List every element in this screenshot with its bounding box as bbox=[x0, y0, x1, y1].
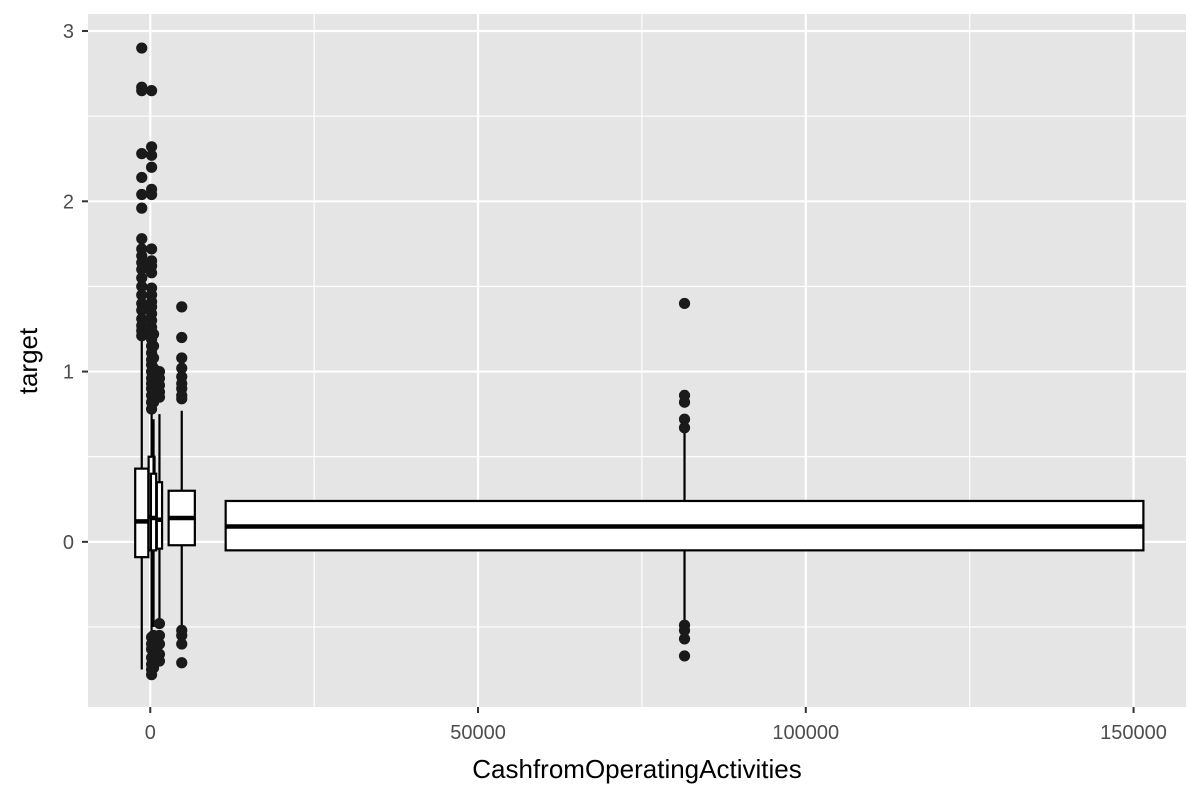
box-group-4 bbox=[155, 414, 164, 619]
outlier-point bbox=[147, 328, 160, 340]
outlier-point bbox=[136, 272, 148, 284]
outlier-point bbox=[136, 171, 148, 184]
outlier-point bbox=[136, 85, 148, 97]
outlier-point bbox=[176, 352, 188, 364]
y-axis-ticks: 0 1 2 3 bbox=[63, 21, 88, 554]
outlier-point bbox=[136, 233, 148, 245]
outlier-point bbox=[145, 149, 158, 161]
y-tick-label: 0 bbox=[63, 532, 74, 554]
outlier-point bbox=[136, 304, 148, 316]
outlier-point bbox=[678, 633, 691, 645]
box-iqr bbox=[149, 472, 158, 552]
y-tick-label: 1 bbox=[63, 362, 74, 384]
outlier-point bbox=[136, 148, 148, 160]
outlier-point bbox=[145, 267, 158, 279]
plot-panel bbox=[88, 14, 1186, 707]
outlier-point bbox=[176, 657, 188, 669]
x-axis-ticks: 0 50000 100000 150000 bbox=[145, 707, 1167, 744]
outlier-point bbox=[136, 289, 148, 301]
outlier-point bbox=[176, 331, 188, 344]
outlier-point bbox=[176, 301, 188, 313]
outlier-point bbox=[176, 629, 188, 642]
outlier-points bbox=[136, 42, 691, 681]
outlier-point bbox=[136, 330, 148, 342]
outlier-point bbox=[678, 650, 691, 662]
outlier-point bbox=[678, 297, 691, 310]
outlier-point bbox=[145, 141, 158, 153]
y-tick-label: 3 bbox=[63, 21, 74, 43]
outlier-point bbox=[145, 85, 158, 97]
outlier-point bbox=[153, 638, 166, 650]
outlier-point bbox=[147, 352, 160, 364]
boxes bbox=[134, 337, 1145, 670]
box-group-5 bbox=[167, 410, 196, 627]
outlier-point bbox=[145, 188, 158, 201]
outlier-point bbox=[136, 202, 148, 214]
outlier-point bbox=[153, 655, 166, 667]
x-axis-title: CashfromOperatingActivities bbox=[472, 754, 801, 784]
box-iqr bbox=[134, 467, 150, 559]
x-tick-label: 50000 bbox=[450, 722, 506, 744]
outlier-point bbox=[176, 638, 188, 650]
y-tick-label: 2 bbox=[63, 191, 74, 213]
box-iqr bbox=[155, 481, 164, 550]
outlier-point bbox=[678, 396, 691, 408]
x-tick-label: 150000 bbox=[1100, 722, 1167, 744]
x-tick-label: 100000 bbox=[772, 722, 839, 744]
outlier-point bbox=[145, 243, 158, 255]
box-group-6 bbox=[224, 427, 1145, 627]
outlier-point bbox=[678, 624, 691, 636]
outlier-point bbox=[176, 362, 188, 374]
outlier-point bbox=[176, 393, 188, 405]
outlier-point bbox=[147, 340, 160, 352]
outlier-point bbox=[136, 280, 148, 293]
box-group-1 bbox=[134, 337, 150, 670]
outlier-point bbox=[136, 42, 148, 54]
y-axis-title: target bbox=[13, 327, 43, 394]
x-tick-label: 0 bbox=[145, 722, 156, 744]
outlier-point bbox=[678, 422, 691, 434]
outlier-point bbox=[678, 413, 691, 425]
outlier-point bbox=[153, 629, 166, 642]
outlier-point bbox=[145, 161, 158, 173]
outlier-point bbox=[153, 617, 166, 630]
outlier-point bbox=[153, 391, 166, 403]
outlier-point bbox=[136, 188, 148, 201]
outlier-point bbox=[136, 263, 148, 276]
